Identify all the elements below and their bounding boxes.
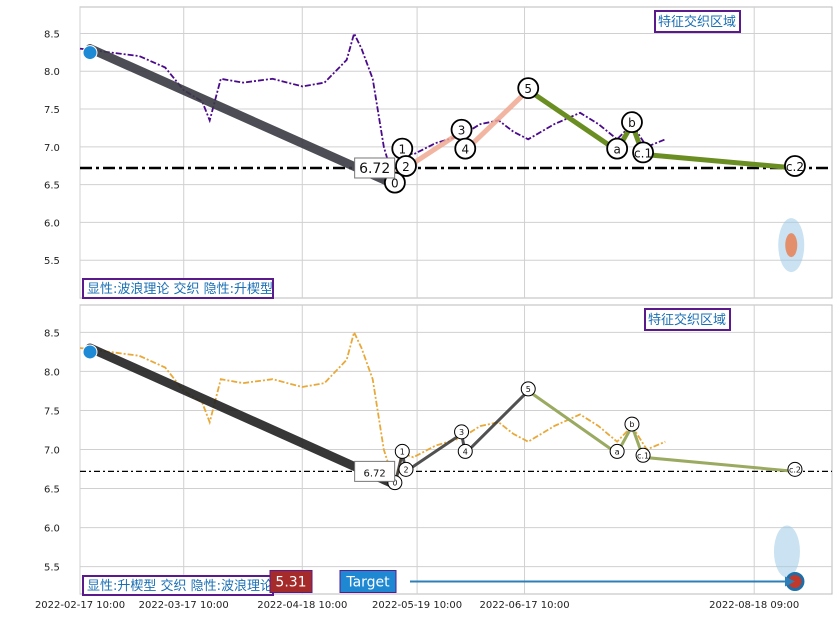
wave-point-circle bbox=[520, 381, 536, 397]
wave-point-circle bbox=[621, 111, 643, 134]
wave-point-label: 1 bbox=[398, 143, 406, 157]
wave-point-label: b bbox=[629, 420, 634, 429]
price-badge-box bbox=[269, 570, 313, 594]
wave-point-circle bbox=[454, 137, 477, 160]
x-tick-label: 2022-08-18 09:00 bbox=[709, 600, 799, 611]
wave-point-circle bbox=[394, 443, 410, 459]
wave-point-label: 3 bbox=[458, 124, 466, 138]
wave-point-label: c.2 bbox=[786, 160, 804, 174]
caption-label: 显性:升楔型 交织 隐性:波浪理论 bbox=[87, 578, 273, 594]
price-series-line bbox=[79, 329, 666, 488]
trend-start-marker bbox=[82, 344, 98, 360]
wave-point-label: 5 bbox=[524, 82, 532, 96]
wave-point-label: 2 bbox=[403, 465, 408, 474]
wave-point-label: c.2 bbox=[789, 465, 801, 474]
target-arrow-head bbox=[784, 576, 795, 587]
price-badge-label: 5.31 bbox=[275, 575, 306, 591]
x-tick-label: 2022-05-19 10:00 bbox=[372, 600, 462, 611]
target-zone-core bbox=[785, 233, 798, 258]
y-tick-label: 7.5 bbox=[44, 105, 60, 116]
y-tick-label: 8.0 bbox=[44, 367, 60, 378]
wave-point-label: 1 bbox=[400, 447, 405, 456]
wave-point-label: 3 bbox=[459, 428, 464, 437]
feature-zone-box bbox=[654, 10, 741, 33]
wave-point-circle bbox=[517, 77, 540, 100]
wave-point-circle bbox=[398, 461, 414, 477]
wave-point-label: c.1 bbox=[634, 146, 652, 160]
x-tick-label: 2022-03-17 10:00 bbox=[139, 600, 229, 611]
feature-zone-box bbox=[644, 308, 731, 331]
y-tick-label: 5.5 bbox=[44, 256, 60, 267]
trend-line-decline bbox=[85, 343, 400, 490]
target-zone-ellipse bbox=[773, 525, 800, 578]
wave-point-circle bbox=[454, 424, 470, 440]
y-tick-label: 6.0 bbox=[44, 218, 60, 229]
wave-point-label: a bbox=[613, 143, 620, 157]
wave-point-label: a bbox=[615, 447, 620, 456]
y-tick-label: 7.5 bbox=[44, 406, 60, 417]
wave-point-label: c.1 bbox=[637, 451, 649, 460]
x-tick-label: 2022-02-17 10:00 bbox=[35, 600, 125, 611]
caption-box bbox=[82, 278, 274, 299]
wave-point-circle bbox=[395, 155, 417, 177]
trend-line-decline bbox=[85, 44, 400, 190]
target-label: Target bbox=[345, 575, 390, 591]
wave-point-circle bbox=[624, 416, 640, 432]
wave-point-label: 2 bbox=[402, 160, 410, 174]
wave-point-label: b bbox=[628, 116, 636, 130]
wave-point-circle bbox=[632, 141, 654, 164]
y-tick-label: 8.5 bbox=[44, 29, 60, 40]
feature-zone-label: 特征交织区域 bbox=[658, 14, 736, 30]
ref-value-label: 6.72 bbox=[364, 468, 386, 479]
y-tick-label: 7.0 bbox=[44, 446, 60, 457]
ref-value-badge bbox=[354, 460, 396, 482]
ref-value-label: 6.72 bbox=[359, 161, 390, 177]
wave-point-circle bbox=[606, 137, 629, 160]
wave-point-label: 4 bbox=[463, 447, 468, 456]
y-tick-label: 5.5 bbox=[44, 563, 60, 574]
wave-point-label: 0 bbox=[391, 177, 399, 191]
wave-point-circle bbox=[457, 443, 473, 459]
y-tick-label: 7.0 bbox=[44, 143, 60, 154]
y-tick-label: 6.0 bbox=[44, 524, 60, 535]
panel-top: 5.5 6.0 6.5 7.0 7.5 8.0 8.5 0 1 2 3 4 5 ab c.1 c.2 6.72 特… bbox=[44, 6, 833, 299]
x-tick-label: 2022-06-17 10:00 bbox=[479, 600, 569, 611]
y-tick-label: 6.5 bbox=[44, 181, 60, 192]
y-tick-label: 8.5 bbox=[44, 328, 60, 339]
wave-point-label: 4 bbox=[461, 143, 469, 157]
caption-label: 显性:波浪理论 交织 隐性:升楔型 bbox=[87, 281, 273, 297]
target-button-box bbox=[339, 570, 397, 594]
wave-point-label: 5 bbox=[526, 385, 531, 394]
x-tick-label: 2022-04-18 10:00 bbox=[257, 600, 347, 611]
wave-point-circle bbox=[787, 461, 803, 477]
wave-point-circle bbox=[784, 155, 806, 177]
y-tick-label: 6.5 bbox=[44, 485, 60, 496]
y-tick-label: 8.0 bbox=[44, 67, 60, 78]
wave-point-circle bbox=[609, 443, 625, 459]
wave-point-label: 0 bbox=[392, 479, 397, 488]
trend-start-marker bbox=[82, 45, 98, 61]
ref-value-badge bbox=[354, 157, 396, 179]
feature-zone-label: 特征交织区域 bbox=[648, 312, 726, 328]
wave-point-circle bbox=[635, 447, 651, 463]
